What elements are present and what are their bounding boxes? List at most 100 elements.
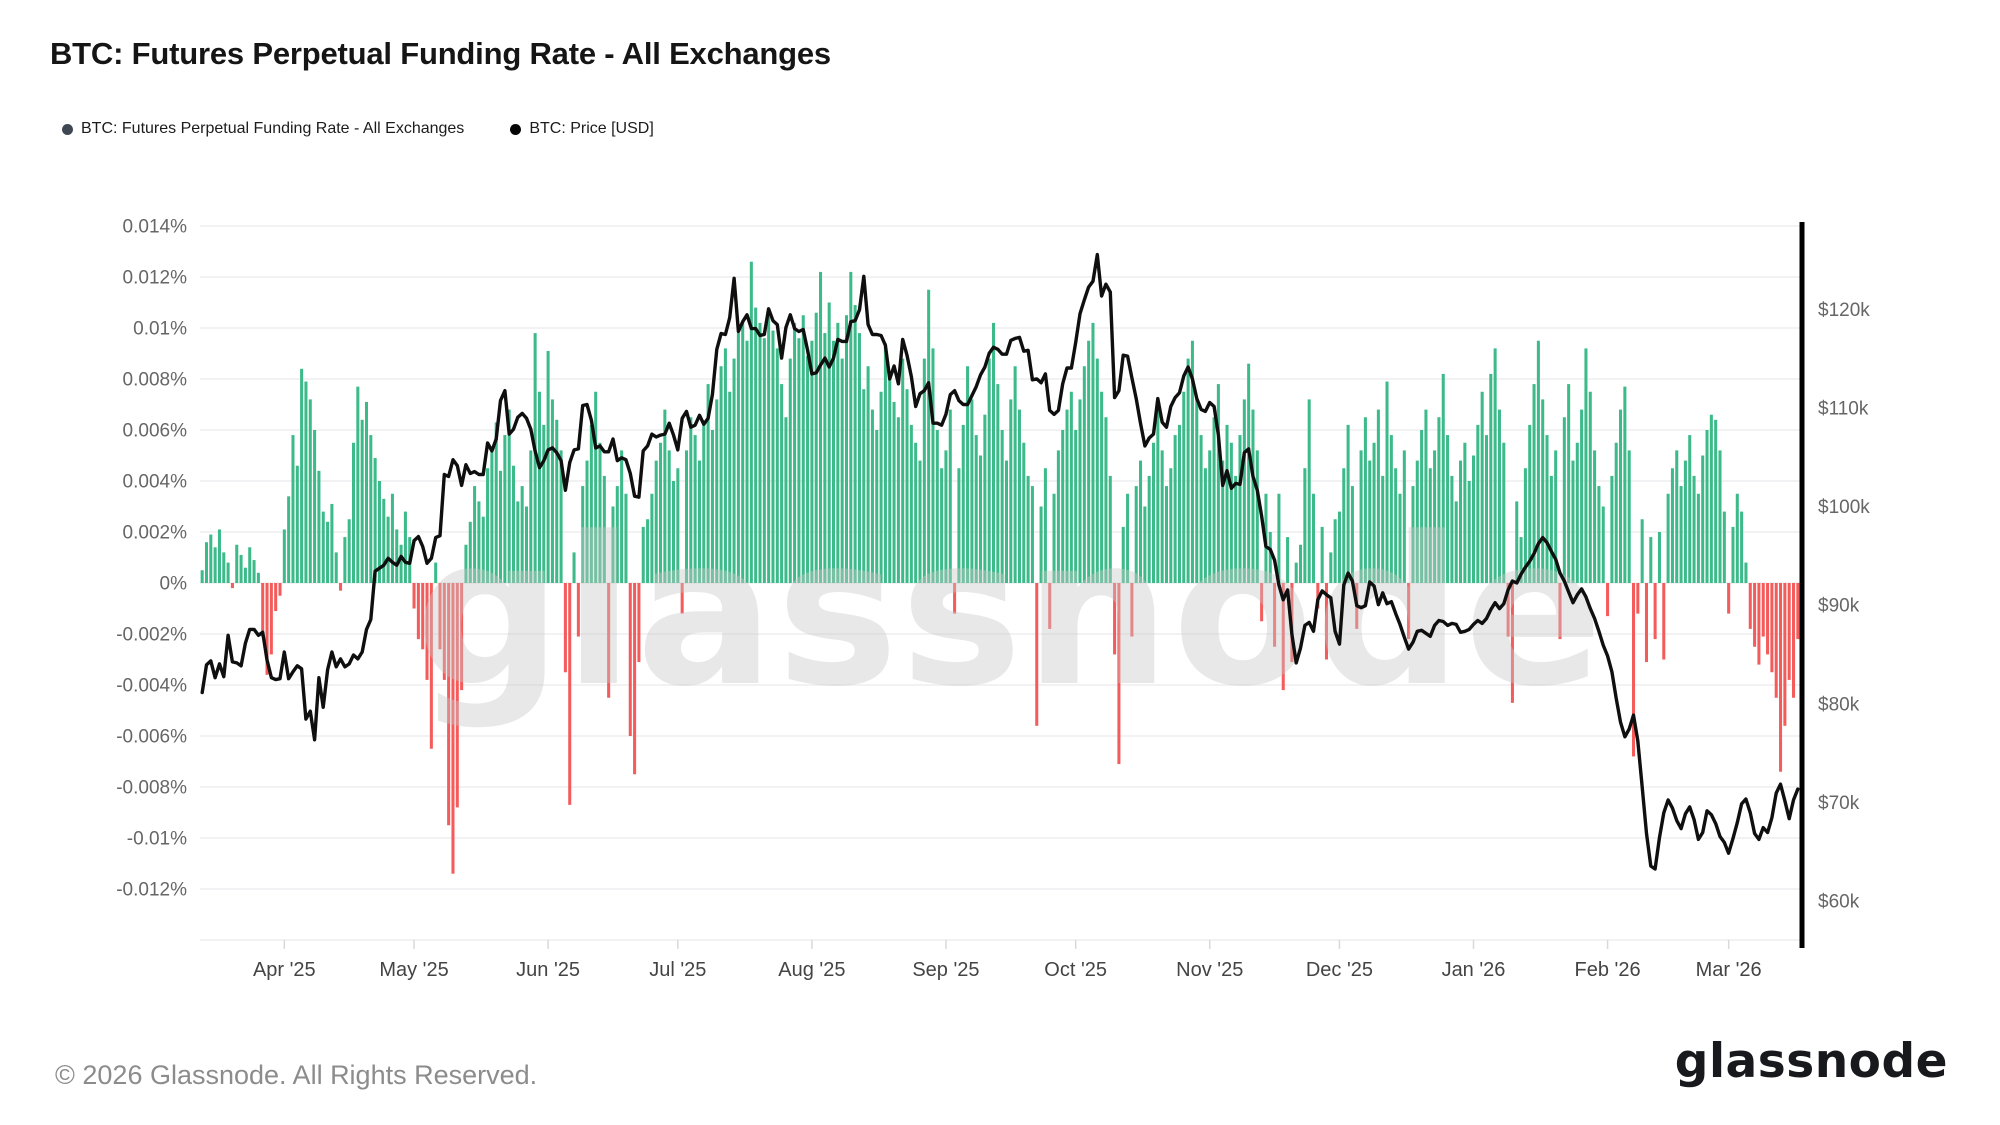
funding-rate-bar — [1307, 399, 1311, 583]
funding-rate-bar — [1372, 442, 1376, 583]
funding-rate-bar — [339, 583, 343, 591]
left-axis-tick-label: -0.012% — [116, 880, 187, 901]
funding-rate-bar — [226, 562, 230, 583]
funding-rate-bar — [966, 366, 970, 583]
funding-rate-bar — [261, 583, 265, 637]
funding-rate-bar — [706, 384, 710, 583]
funding-rate-bar — [356, 386, 360, 583]
funding-rate-bar — [1670, 468, 1674, 583]
funding-rate-bar — [1502, 442, 1506, 583]
funding-rate-bar — [1571, 460, 1575, 583]
funding-rate-bar — [1424, 409, 1428, 583]
funding-rate-bar — [1584, 348, 1588, 583]
funding-rate-bar — [715, 399, 719, 583]
funding-rate-bar — [1601, 506, 1605, 583]
funding-rate-bar — [416, 583, 420, 640]
funding-rate-bar — [1013, 366, 1017, 583]
left-axis-tick-label: 0.008% — [123, 370, 188, 391]
funding-rate-bar — [758, 322, 762, 583]
funding-rate-bar — [1195, 399, 1199, 583]
funding-rate-bar — [1121, 526, 1125, 583]
funding-rate-bar — [542, 424, 546, 583]
funding-rate-legend-dot-icon — [62, 123, 73, 135]
funding-rate-bar — [853, 305, 857, 583]
funding-rate-bar — [676, 468, 680, 583]
legend-item-btc-price[interactable]: BTC: Price [USD] — [510, 120, 654, 138]
funding-rate-bar — [486, 468, 490, 583]
funding-rate-bar — [1225, 424, 1229, 583]
funding-rate-bar — [1376, 409, 1380, 583]
funding-rate-bar — [1675, 450, 1679, 583]
funding-rate-bar — [1091, 322, 1095, 583]
funding-rate-bar — [836, 322, 840, 583]
funding-rate-bar — [464, 544, 468, 583]
funding-rate-bar — [598, 442, 602, 583]
funding-rate-bar — [914, 442, 918, 583]
funding-rate-bar — [754, 307, 758, 583]
funding-rate-bar — [827, 302, 831, 583]
glassnode-watermark: glassnode — [415, 494, 1605, 732]
funding-rate-bar — [1329, 552, 1333, 583]
funding-rate-bar — [866, 366, 870, 583]
funding-rate-bar — [1463, 442, 1467, 583]
funding-rate-bar — [1363, 417, 1367, 583]
funding-rate-bar — [1679, 486, 1683, 583]
funding-rate-bar — [1407, 583, 1411, 640]
funding-rate-bar — [1757, 583, 1761, 665]
right-axis-tick-label: $70k — [1818, 793, 1860, 814]
funding-rate-bar — [594, 391, 598, 583]
funding-rate-bar — [1056, 450, 1060, 583]
funding-rate-bar — [278, 583, 282, 596]
funding-rate-bar — [1117, 583, 1121, 765]
funding-rate-bar — [659, 442, 663, 583]
left-axis-tick-label: 0.01% — [133, 319, 187, 340]
funding-rate-bar — [1087, 340, 1091, 583]
funding-rate-bar — [295, 465, 299, 583]
funding-rate-bar — [477, 501, 481, 583]
funding-rate-bar — [1147, 475, 1151, 583]
left-axis-tick-label: -0.004% — [116, 676, 187, 697]
funding-rate-bar — [343, 537, 347, 583]
funding-rate-bar — [1761, 583, 1765, 637]
funding-rate-bar — [1212, 417, 1216, 583]
funding-rate-bar — [1242, 399, 1246, 583]
funding-rate-bar — [425, 583, 429, 680]
funding-rate-bar — [1035, 583, 1039, 726]
funding-rate-bar — [1614, 442, 1618, 583]
funding-rate-bar — [1735, 493, 1739, 583]
funding-rate-bar — [313, 430, 317, 583]
funding-rate-bar — [352, 442, 356, 583]
x-axis-tick-label: Jul '25 — [649, 959, 706, 981]
funding-rate-bar — [922, 358, 926, 583]
funding-rate-bar — [1108, 475, 1112, 583]
funding-rate-bar — [1701, 455, 1705, 583]
funding-rate-bar — [1203, 468, 1207, 583]
legend-item-funding-rate[interactable]: BTC: Futures Perpetual Funding Rate - Al… — [62, 120, 464, 138]
funding-rate-bar — [377, 481, 381, 583]
funding-rate-bar — [1722, 511, 1726, 583]
funding-rate-bar — [892, 401, 896, 583]
funding-rate-bar — [434, 562, 438, 583]
funding-rate-bar — [1727, 583, 1731, 614]
funding-rate-bar — [1281, 583, 1285, 691]
funding-rate-bar — [888, 373, 892, 583]
funding-rate-bar — [1182, 391, 1186, 583]
x-axis-tick-label: Sep '25 — [912, 959, 979, 981]
funding-rate-bar — [1770, 583, 1774, 673]
funding-rate-bar — [1385, 381, 1389, 583]
funding-rate-bar — [883, 343, 887, 583]
funding-rate-bar — [274, 583, 278, 612]
funding-rate-bar — [1454, 501, 1458, 583]
funding-rate-bar — [697, 460, 701, 583]
funding-rate-bar — [745, 340, 749, 583]
funding-rate-bar — [793, 322, 797, 583]
left-axis-tick-label: 0.012% — [123, 268, 188, 289]
funding-rate-bar — [927, 289, 931, 583]
funding-rate-bar — [667, 450, 671, 583]
funding-rate-bar — [1497, 409, 1501, 583]
funding-rate-bar — [555, 419, 559, 583]
right-axis-tick-label: $110k — [1818, 398, 1869, 419]
funding-rate-bar — [1459, 460, 1463, 583]
